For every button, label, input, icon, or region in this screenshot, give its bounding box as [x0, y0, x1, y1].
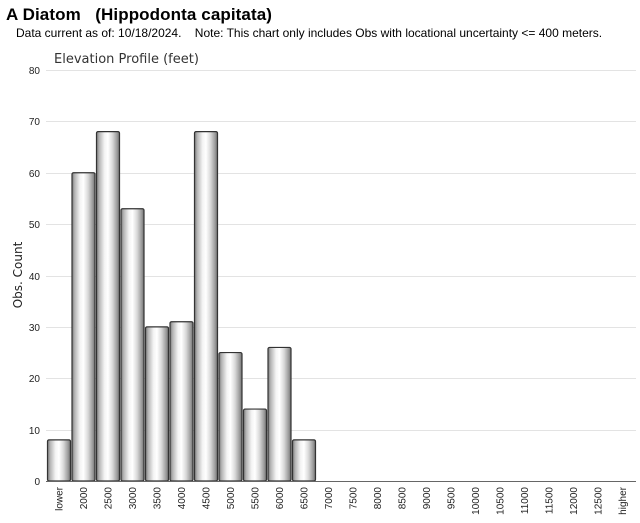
bars	[46, 131, 317, 482]
bar-4000	[169, 321, 194, 482]
x-tick-label: 9000	[422, 487, 433, 510]
bar-5500	[242, 408, 268, 482]
data-note: Data current as of: 10/18/2024. Note: Th…	[16, 26, 603, 40]
bar-2000	[71, 172, 96, 482]
x-tick-label: 6000	[275, 487, 286, 510]
x-tick-label: 11500	[545, 487, 556, 515]
x-tick-label: 2000	[79, 487, 90, 510]
x-axis-ticks: lower 2000 2500 3000 3500 4000 4500 5000 5500 600…	[55, 486, 630, 514]
y-tick-label: 70	[29, 117, 41, 128]
bar-5000	[218, 351, 243, 482]
bar-3000	[120, 208, 145, 482]
y-tick-label: 50	[29, 220, 41, 231]
x-tick-label: 8500	[398, 487, 409, 510]
x-tick-label: 9500	[447, 487, 458, 510]
bar-2500	[95, 131, 121, 482]
y-tick-label: 30	[29, 323, 41, 334]
x-tick-label: 8000	[373, 487, 384, 510]
x-tick-label: 2500	[104, 487, 115, 510]
x-tick-label: 7500	[349, 487, 360, 510]
bar-6500	[291, 439, 317, 482]
y-tick-label: 60	[29, 169, 41, 180]
y-tick-label: 80	[29, 66, 41, 77]
x-tick-label: 6500	[300, 487, 311, 510]
y-axis-title: Obs. Count	[11, 241, 25, 308]
bar-4500	[193, 131, 219, 482]
x-tick-label: 10000	[471, 487, 482, 515]
x-tick-label: 10500	[496, 487, 507, 515]
x-tick-label: higher	[618, 486, 629, 514]
y-tick-label: 0	[34, 477, 40, 488]
x-tick-label: 12500	[594, 487, 605, 515]
x-tick-label: 11000	[520, 487, 531, 515]
x-tick-label: 3500	[153, 487, 164, 510]
page-title: A Diatom (Hippodonta capitata)	[6, 5, 273, 24]
y-tick-label: 10	[29, 426, 41, 437]
x-tick-label: 4000	[177, 487, 188, 510]
x-tick-label: 5500	[251, 487, 262, 510]
y-axis-ticks: 0 10 20 30 40 50 60 70 80	[29, 66, 41, 488]
bar-6000	[267, 346, 292, 482]
x-tick-label: 7000	[324, 487, 335, 510]
y-tick-label: 40	[29, 272, 41, 283]
bar-3500	[144, 326, 170, 482]
x-tick-label: lower	[55, 486, 66, 511]
x-tick-label: 3000	[128, 487, 139, 510]
chart-title: Elevation Profile (feet)	[54, 52, 199, 67]
y-tick-label: 20	[29, 374, 41, 385]
x-tick-label: 12000	[569, 487, 580, 515]
x-tick-label: 4500	[202, 487, 213, 510]
bar-lower	[46, 439, 72, 482]
x-tick-label: 5000	[226, 487, 237, 510]
